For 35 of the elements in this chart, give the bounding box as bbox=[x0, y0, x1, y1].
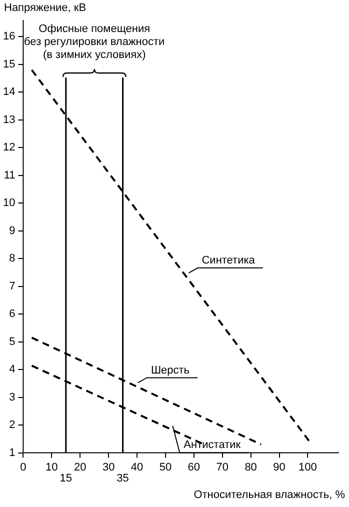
y-tick-label: 12 bbox=[2, 142, 16, 154]
y-tick-label: 13 bbox=[2, 114, 16, 126]
y-tick-label: 15 bbox=[2, 58, 16, 70]
x-axis-title: Относительная влажность, % bbox=[194, 489, 345, 501]
x-tick-label: 40 bbox=[130, 461, 144, 474]
y-tick-label: 9 bbox=[9, 224, 16, 237]
y-tick-label: 3 bbox=[9, 391, 16, 404]
x-tick-label: 0 bbox=[20, 461, 26, 474]
y-tick-label: 11 bbox=[4, 169, 16, 182]
y-tick-label: 2 bbox=[9, 419, 16, 432]
annotation: Офисные помещения без регулировки влажности (в зимних условиях) bbox=[24, 23, 165, 62]
y-tick-label: 10 bbox=[2, 197, 16, 210]
ref-line-label: 35 bbox=[116, 472, 129, 484]
series-label: Антистатик bbox=[184, 439, 241, 452]
x-tick-label: 60 bbox=[188, 461, 200, 474]
x-tick-label: 30 bbox=[102, 461, 115, 474]
y-tick-label: 16 bbox=[2, 30, 16, 43]
x-tick-label: 10 bbox=[46, 461, 58, 474]
series-label: Синтетика bbox=[202, 254, 256, 266]
y-tick-label: 4 bbox=[9, 364, 16, 376]
x-tick-label: 50 bbox=[159, 461, 172, 474]
series-label: Шерсть bbox=[150, 364, 190, 376]
y-tick-label: 14 bbox=[2, 86, 16, 98]
y-axis-title: Напряжение, кВ bbox=[4, 2, 86, 14]
y-tick-label: 8 bbox=[9, 252, 16, 265]
x-tick-label: 80 bbox=[244, 461, 257, 474]
y-tick-label: 5 bbox=[9, 336, 16, 348]
x-tick-label: 100 bbox=[298, 461, 317, 474]
x-tick-label: 20 bbox=[74, 461, 86, 474]
x-tick-label: 70 bbox=[216, 461, 228, 474]
ref-line-label: 15 bbox=[60, 472, 72, 484]
y-tick-label: 1 bbox=[9, 446, 16, 459]
x-tick-label: 90 bbox=[273, 461, 286, 474]
y-tick-label: 7 bbox=[9, 280, 16, 292]
y-tick-label: 6 bbox=[9, 308, 16, 320]
